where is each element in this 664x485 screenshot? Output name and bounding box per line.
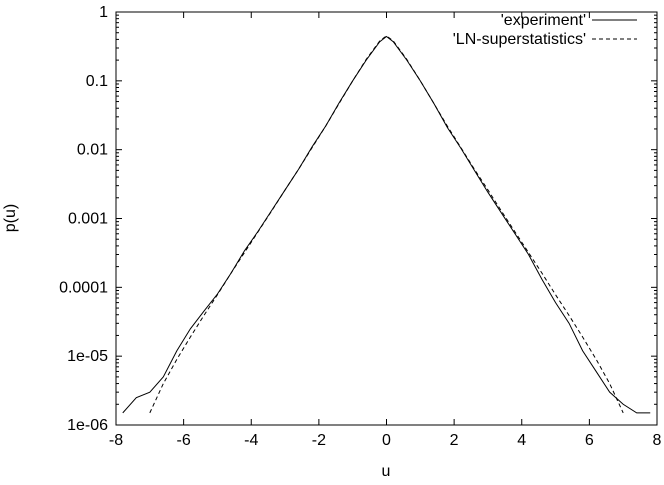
x-tick-label: -8 (109, 432, 123, 449)
legend-label-experiment: 'experiment' (501, 12, 586, 29)
y-tick-label: 1e-06 (67, 417, 108, 434)
y-tick-label: 1e-05 (67, 348, 108, 365)
series-line-ln-superstatistics (149, 35, 624, 414)
plot-frame (115, 11, 658, 426)
x-tick-label: 8 (653, 432, 662, 449)
legend-label-ln-superstatistics: 'LN-superstatistics' (453, 31, 586, 48)
y-tick-label: 0.0001 (59, 279, 108, 296)
series-line-experiment (122, 35, 651, 414)
x-tick-label: 6 (585, 432, 594, 449)
axis-ticks (115, 11, 658, 426)
y-tick-label: 0.001 (68, 211, 108, 228)
x-tick-label: 4 (517, 432, 526, 449)
x-tick-label: -6 (177, 432, 191, 449)
x-axis-label: u (382, 463, 391, 480)
y-tick-label: 1 (99, 4, 108, 21)
x-tick-label: 2 (450, 432, 459, 449)
y-axis-label: p(u) (2, 204, 19, 232)
y-tick-label: 0.1 (86, 73, 108, 90)
series-layer (122, 35, 651, 414)
y-tick-label: 0.01 (77, 142, 108, 159)
tick-labels: -8 -6 -4 -2 0 2 4 6 8 1e-06 1e-05 0.0001 0.001 0.01 0.… (59, 4, 661, 449)
x-tick-label: 0 (382, 432, 391, 449)
x-tick-label: -2 (312, 432, 326, 449)
x-tick-label: -4 (244, 432, 258, 449)
legend: 'experiment' 'LN-superstatistics' (453, 12, 637, 48)
